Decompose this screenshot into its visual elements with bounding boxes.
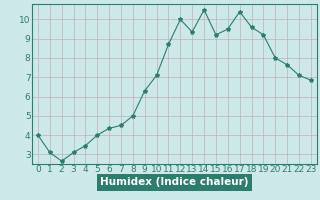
X-axis label: Humidex (Indice chaleur): Humidex (Indice chaleur) — [100, 177, 249, 187]
